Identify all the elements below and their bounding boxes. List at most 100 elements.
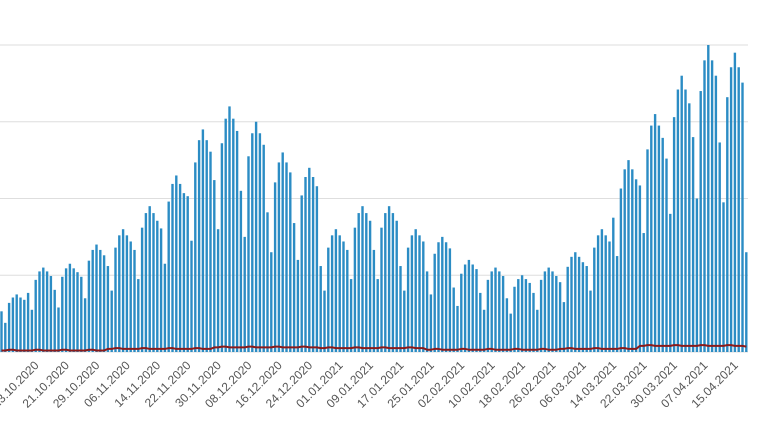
bar [615, 256, 619, 352]
bar [570, 256, 573, 352]
bar [323, 290, 326, 352]
bar [452, 287, 455, 352]
bar [197, 140, 201, 352]
bar [258, 133, 262, 352]
bar [539, 279, 543, 352]
bar [91, 249, 94, 352]
bar [251, 133, 254, 352]
bar [159, 228, 163, 352]
bar [505, 298, 509, 352]
bar [83, 298, 87, 352]
bar [384, 213, 387, 352]
bar [498, 271, 501, 352]
bar [543, 271, 547, 352]
bar [627, 160, 630, 352]
bar [425, 271, 429, 352]
bar [118, 235, 121, 352]
bar [175, 175, 178, 352]
bar [581, 262, 585, 352]
bar [387, 206, 391, 352]
bar [87, 260, 91, 352]
bar [110, 290, 113, 352]
bar [156, 220, 159, 352]
bar [528, 282, 531, 352]
bar [513, 286, 516, 352]
bar [178, 183, 182, 352]
bar [239, 190, 243, 352]
bar [661, 137, 664, 352]
bar [418, 235, 421, 352]
bar [456, 305, 459, 352]
bar [308, 167, 311, 352]
bar [729, 67, 733, 352]
bar [68, 263, 72, 352]
bar [129, 241, 132, 352]
bar [699, 91, 702, 353]
bar [201, 129, 205, 352]
bar [509, 313, 512, 352]
bar [4, 322, 7, 352]
bar [102, 255, 106, 352]
bar [80, 276, 83, 352]
bar [577, 256, 581, 352]
bar [517, 279, 520, 352]
bar [365, 213, 368, 352]
bar [710, 60, 714, 352]
bar [277, 162, 281, 352]
bar [315, 186, 319, 352]
bar [532, 292, 535, 352]
bar [61, 276, 64, 352]
bar [444, 242, 448, 352]
bar [144, 213, 148, 352]
bar [536, 309, 539, 352]
bar [558, 282, 562, 352]
bar [646, 149, 649, 352]
bar [167, 201, 170, 352]
bar [285, 162, 288, 352]
bar [441, 236, 444, 352]
bar [247, 156, 250, 352]
bar [34, 279, 37, 352]
bar [406, 247, 410, 352]
bar [19, 297, 22, 352]
bar [0, 311, 3, 352]
bar [722, 202, 725, 352]
bar [475, 269, 478, 352]
bar [448, 248, 452, 352]
bar [95, 244, 98, 352]
bar [380, 227, 383, 352]
bar [228, 106, 231, 353]
bar [7, 302, 11, 352]
line [1, 344, 747, 352]
bar [11, 297, 15, 352]
bar [338, 235, 341, 352]
bar [414, 229, 417, 352]
bar [665, 158, 668, 352]
bar [64, 268, 68, 352]
bar [368, 220, 372, 352]
bar [270, 252, 273, 352]
bar [334, 229, 338, 352]
bar [437, 242, 440, 352]
bar [49, 276, 53, 352]
bar [684, 89, 687, 352]
bar [209, 151, 212, 352]
bar [372, 249, 376, 352]
bar [410, 235, 414, 352]
bar [619, 188, 623, 352]
bar [714, 75, 718, 352]
bar [57, 307, 60, 352]
bar [669, 213, 672, 352]
bar [547, 267, 550, 352]
bar [137, 279, 140, 352]
bar [403, 290, 406, 352]
bar [273, 182, 277, 352]
bar [566, 266, 569, 352]
bar [631, 169, 634, 352]
bar [589, 290, 592, 352]
bar [467, 259, 471, 352]
bar [186, 196, 189, 352]
bar [745, 252, 748, 352]
bar [220, 143, 224, 352]
bar [524, 279, 528, 352]
